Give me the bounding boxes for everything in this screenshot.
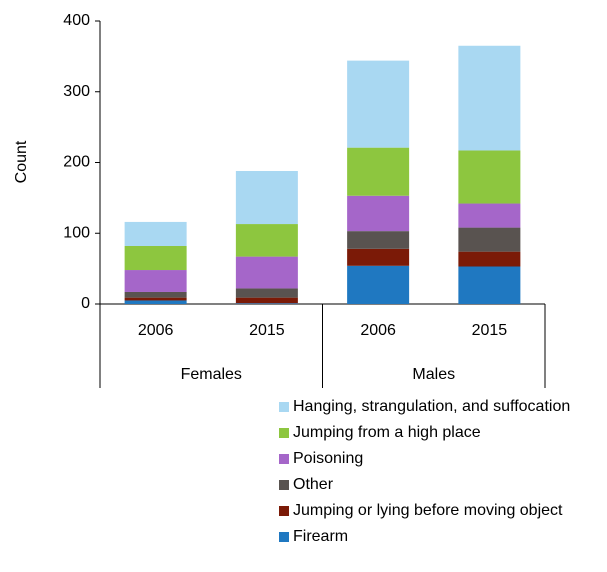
- bar-segment: [124, 297, 187, 301]
- x-tick-label: 2006: [360, 322, 396, 339]
- legend-label: Firearm: [293, 528, 348, 545]
- bar-segment: [347, 265, 410, 304]
- bar-segment: [124, 300, 187, 304]
- bar-segment: [235, 288, 298, 298]
- y-tick-label: 0: [81, 295, 90, 312]
- group-label: Males: [412, 366, 455, 383]
- legend-swatch: [279, 506, 289, 516]
- legend-label: Other: [293, 476, 334, 493]
- bar-segment: [458, 227, 521, 252]
- legend-label: Hanging, strangulation, and suffocation: [293, 398, 570, 415]
- y-axis-label: Count: [13, 140, 30, 183]
- group-label: Females: [181, 366, 242, 383]
- y-tick-label: 400: [63, 12, 90, 29]
- bar-segment: [347, 231, 410, 249]
- bar-segment: [124, 291, 187, 298]
- bar-segment: [347, 195, 410, 232]
- bar-segment: [458, 203, 521, 228]
- y-tick-label: 200: [63, 154, 90, 171]
- bar-segment: [124, 270, 187, 292]
- bar-segment: [124, 221, 187, 246]
- bar-segment: [235, 297, 298, 304]
- bar-segment: [458, 251, 521, 267]
- x-tick-label: 2015: [472, 322, 508, 339]
- legend-swatch: [279, 428, 289, 438]
- bar-segment: [458, 266, 521, 304]
- legend-swatch: [279, 480, 289, 490]
- x-tick-label: 2015: [249, 322, 285, 339]
- bar-segment: [124, 245, 187, 271]
- legend-label: Jumping from a high place: [293, 424, 481, 441]
- legend-swatch: [279, 454, 289, 464]
- legend-swatch: [279, 532, 289, 542]
- bar-segment: [235, 303, 298, 304]
- bar-segment: [347, 248, 410, 266]
- x-tick-label: 2006: [138, 322, 174, 339]
- legend-label: Poisoning: [293, 450, 363, 467]
- bar-segment: [347, 147, 410, 196]
- bar-segment: [458, 45, 521, 151]
- bar-segment: [235, 224, 298, 257]
- bar-segment: [347, 60, 410, 148]
- bar-segment: [235, 170, 298, 225]
- bar-segment: [458, 150, 521, 204]
- bar-segment: [235, 256, 298, 289]
- y-tick-label: 300: [63, 83, 90, 100]
- legend-label: Jumping or lying before moving object: [293, 502, 563, 519]
- legend-swatch: [279, 402, 289, 412]
- y-tick-label: 100: [63, 224, 90, 241]
